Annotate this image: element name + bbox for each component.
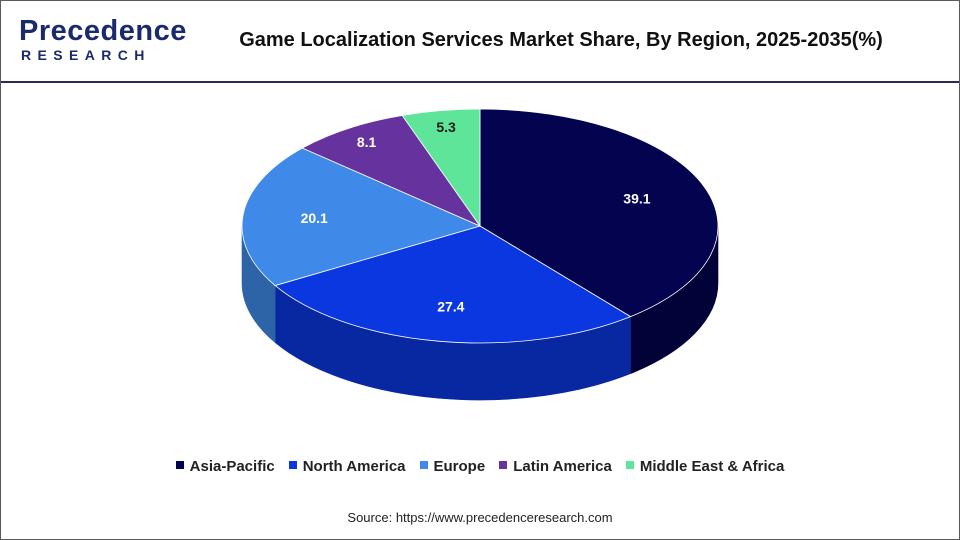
- legend-item-europe: Europe: [419, 458, 486, 475]
- value-label-north-america: 27.4: [437, 299, 464, 315]
- legend-label: Latin America: [513, 458, 612, 475]
- legend-item-middle-east-and-africa: Middle East & Africa: [625, 458, 785, 475]
- source-note: Source: https://www.precedenceresearch.c…: [347, 510, 613, 525]
- legend-swatch: [625, 461, 634, 469]
- legend-swatch: [419, 461, 428, 469]
- pie-value-labels: 39.1 27.4 20.1 8.1 5.3: [301, 119, 651, 315]
- pie-slice-middle-east-and-africa: [401, 108, 481, 228]
- legend-swatch: [175, 461, 184, 469]
- legend-label: North America: [302, 458, 406, 475]
- header: Precedence RESEARCH Game Localization Se…: [1, 1, 959, 83]
- legend-label: Middle East & Africa: [639, 458, 785, 475]
- brand-logo: Precedence RESEARCH: [19, 15, 186, 65]
- pie-side-walls: [241, 225, 719, 401]
- legend-item-north-america: North America: [288, 458, 406, 475]
- logo-subtitle: RESEARCH: [21, 47, 151, 63]
- pie-chart: 39.1 27.4 20.1 8.1 5.3: [241, 108, 719, 401]
- chart-title: Game Localization Services Market Share,…: [239, 29, 883, 51]
- legend-label: Europe: [433, 458, 486, 475]
- value-label-asia-pacific: 39.1: [623, 190, 650, 206]
- logo-wordmark: Precedence: [19, 15, 187, 47]
- pie-slice-europe: [241, 147, 482, 287]
- chart-legend: Asia-Pacific North America Europe Latin Ame…: [1, 458, 959, 475]
- pie-slice-north-america: [274, 225, 632, 344]
- pie-slices: [241, 108, 719, 344]
- pie-slice-latin-america: [301, 114, 482, 227]
- value-label-middle-east-and-africa: 5.3: [436, 119, 456, 135]
- value-label-europe: 20.1: [301, 210, 328, 226]
- legend-item-asia-pacific: Asia-Pacific: [175, 458, 275, 475]
- legend-label: Asia-Pacific: [189, 458, 275, 475]
- pie-slice-asia-pacific: [479, 108, 719, 318]
- legend-swatch: [499, 461, 508, 469]
- legend-swatch: [288, 461, 297, 469]
- legend-item-latin-america: Latin America: [499, 458, 612, 475]
- value-label-latin-america: 8.1: [357, 134, 377, 150]
